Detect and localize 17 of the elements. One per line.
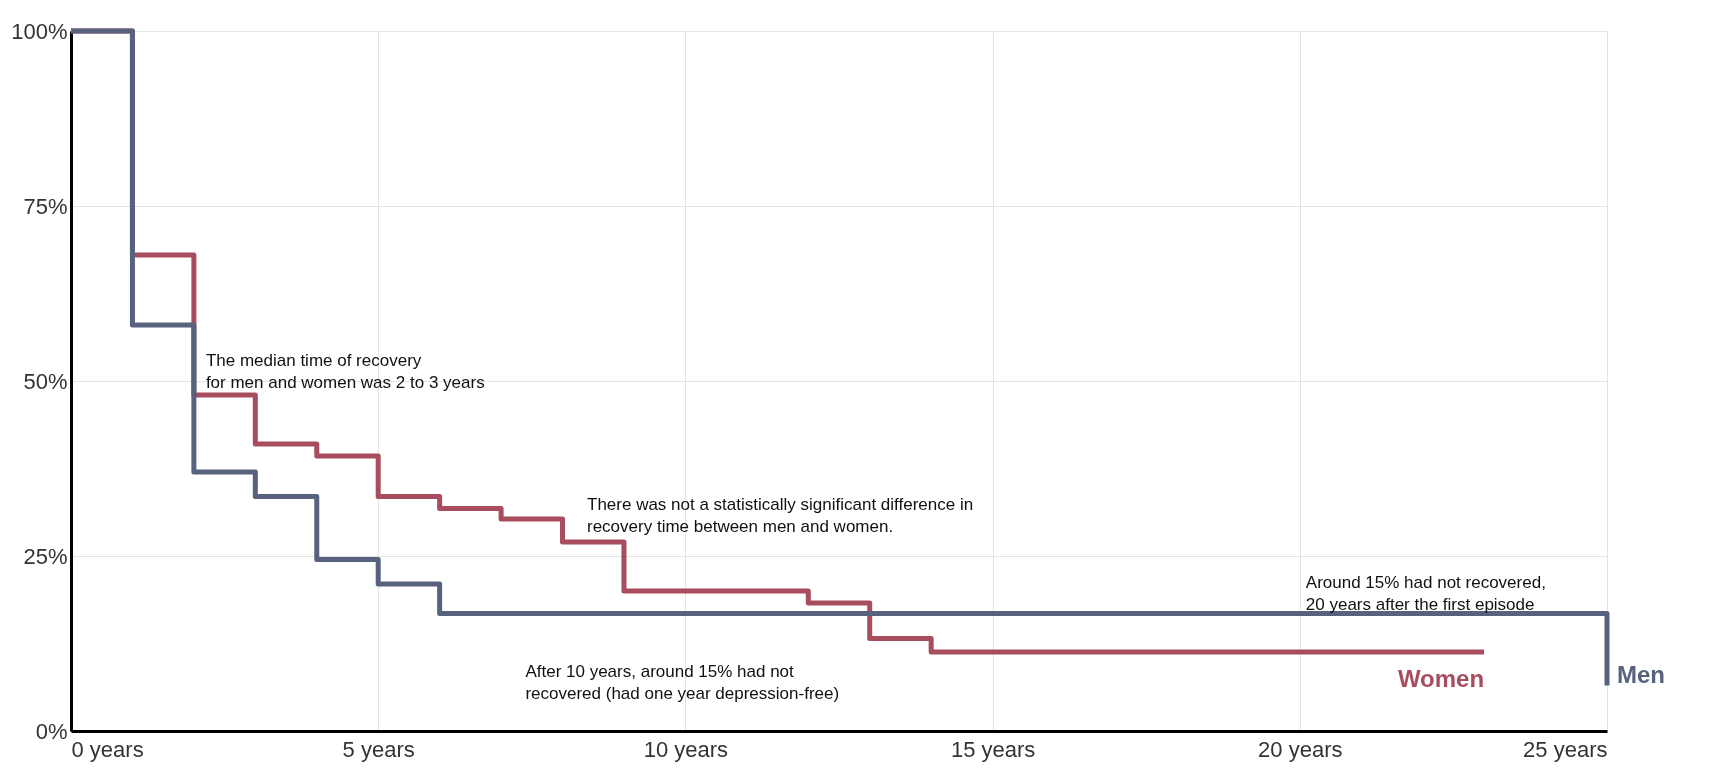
y-tick-label: 25% xyxy=(23,543,68,569)
annotation: There was not a statistically significant difference in recovery time between men and women. xyxy=(587,495,974,536)
annotation: Around 15% had not recovered, 20 years after the first episode xyxy=(1305,573,1546,615)
x-tick-label: 0 years xyxy=(71,736,144,762)
x-tick-label: 15 years xyxy=(950,736,1036,762)
series-label: Men xyxy=(1617,660,1665,688)
x-tick-label: 10 years xyxy=(643,736,729,762)
y-tick-label: 50% xyxy=(23,368,68,394)
x-tick-label: 5 years xyxy=(342,736,415,762)
y-tick-label: 100% xyxy=(11,18,68,44)
y-tick-label: 0% xyxy=(35,718,68,744)
x-tick-label: 25 years xyxy=(1523,736,1608,762)
y-tick-label: 75% xyxy=(23,193,68,219)
series-label: Women xyxy=(1397,664,1485,692)
annotation: After 10 years, around 15% had not recovered (had one year depression-free) xyxy=(525,662,840,704)
annotation: The median time of recovery for men and women was 2 to 3 years xyxy=(205,351,485,392)
x-tick-label: 20 years xyxy=(1258,736,1343,762)
